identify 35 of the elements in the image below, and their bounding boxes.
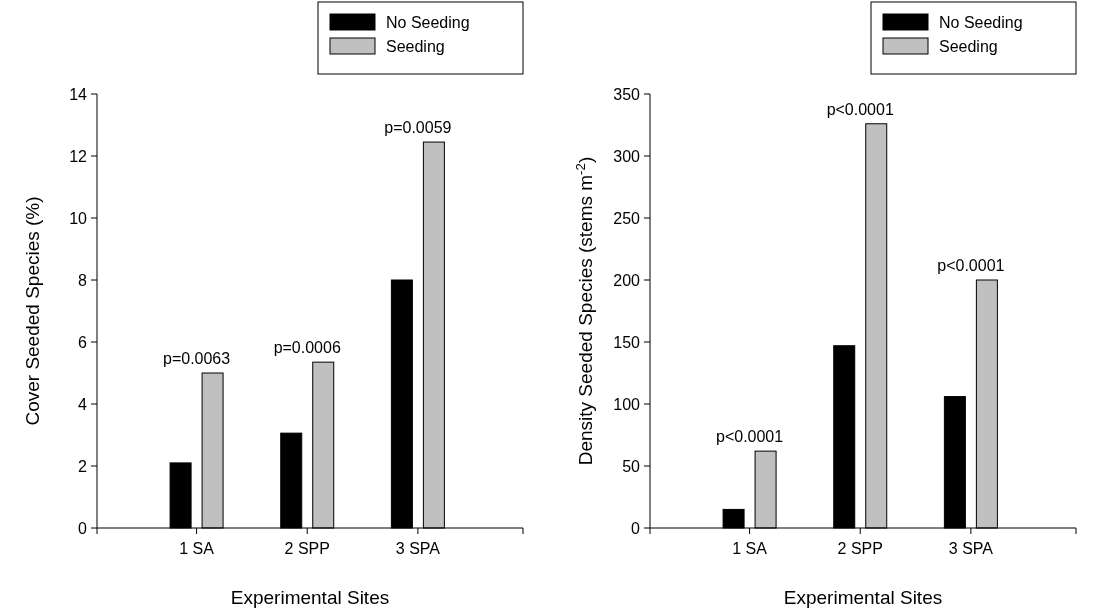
y-tick-label: 0: [631, 519, 641, 537]
annotation: p<0.0001: [937, 257, 1005, 274]
x-tick-label: 2 SPP: [837, 540, 883, 557]
y-tick-label: 350: [613, 85, 641, 103]
y-tick-label: 150: [613, 333, 641, 351]
y-tick-label: 12: [69, 147, 88, 165]
annotation: p=0.0063: [162, 350, 231, 367]
y-tick-label: 14: [69, 85, 88, 103]
annotation: p<0.0001: [715, 428, 784, 446]
y-tick-label: 300: [613, 147, 641, 165]
y-axis-title: Cover Seeded Species (%): [22, 196, 43, 426]
y-tick-label: 200: [613, 271, 641, 289]
y-tick-label: 8: [78, 271, 88, 289]
legend-label: No Seeding: [386, 13, 470, 31]
y-tick-label: 2: [78, 457, 88, 475]
x-tick-label: 3 SPA: [395, 540, 441, 557]
x-tick-label: 3 SPA: [948, 540, 994, 557]
legend-label: Seeding: [939, 37, 998, 55]
y-tick-label: 100: [613, 395, 641, 413]
x-tick-label: 1 SA: [179, 540, 215, 557]
y-tick-label: 50: [622, 457, 641, 475]
y-tick-label: 6: [78, 333, 88, 351]
legend-label: No Seeding: [939, 13, 1023, 31]
x-axis-title: Experimental Sites: [230, 587, 390, 608]
x-tick-label: 2 SPP: [284, 540, 330, 557]
y-tick-label: 0: [78, 519, 88, 537]
y-tick-label: 4: [78, 395, 88, 413]
y-tick-label: 10: [69, 209, 88, 227]
annotation: p=0.0006: [273, 339, 341, 357]
y-tick-label: 250: [613, 209, 641, 227]
annotation: p=0.0059: [384, 119, 452, 137]
x-axis-title: Experimental Sites: [783, 587, 943, 608]
annotation: p<0.0001: [826, 100, 894, 118]
legend-label: Seeding: [386, 37, 445, 55]
x-tick-label: 1 SA: [732, 540, 768, 557]
